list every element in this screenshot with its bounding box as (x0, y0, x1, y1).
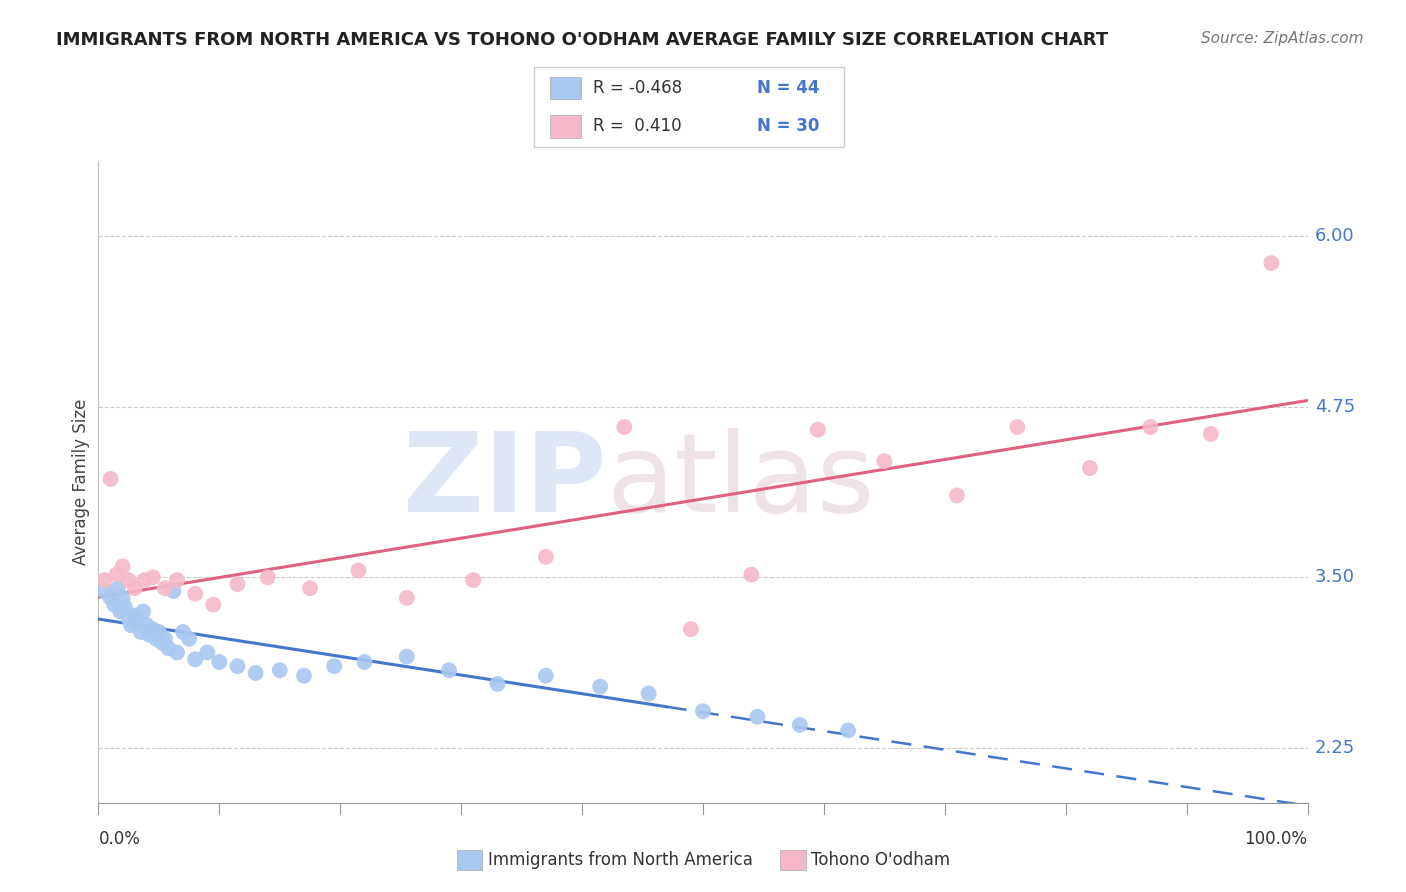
Point (134, 573, 156, 587)
Point (679, 622, 702, 636)
Point (437, 663, 460, 677)
Point (226, 659, 249, 673)
Text: 3.50: 3.50 (1315, 568, 1354, 586)
Text: N = 44: N = 44 (756, 78, 820, 96)
Point (1078, 461, 1101, 475)
Point (873, 454, 896, 468)
Text: 6.00: 6.00 (1315, 227, 1354, 244)
Point (395, 649, 418, 664)
Point (118, 611, 141, 625)
Bar (550, 77, 581, 99)
Point (1199, 426, 1222, 441)
Point (132, 605, 155, 619)
Point (152, 636, 174, 650)
Point (100, 472, 122, 486)
Text: 100.0%: 100.0% (1244, 830, 1308, 847)
Bar (550, 115, 581, 137)
Point (138, 628, 160, 642)
Point (195, 645, 218, 659)
Point (166, 645, 188, 659)
Point (347, 564, 370, 578)
Text: R =  0.410: R = 0.410 (593, 118, 682, 136)
Text: atlas: atlas (606, 428, 875, 535)
Point (114, 600, 136, 615)
Point (124, 608, 146, 623)
Text: IMMIGRANTS FROM NORTH AMERICA VS TOHONO O'ODHAM AVERAGE FAMILY SIZE CORRELATION : IMMIGRANTS FROM NORTH AMERICA VS TOHONO … (56, 31, 1108, 49)
Point (184, 652, 207, 666)
Point (142, 622, 165, 636)
Point (463, 573, 485, 587)
Point (395, 591, 418, 605)
Point (153, 581, 176, 595)
Point (153, 632, 176, 646)
Point (103, 598, 125, 612)
Point (129, 625, 152, 640)
Point (166, 573, 188, 587)
Point (292, 669, 315, 683)
Point (747, 709, 769, 723)
Point (589, 680, 612, 694)
Point (1007, 420, 1029, 434)
Text: 4.75: 4.75 (1315, 398, 1355, 416)
Point (807, 423, 830, 437)
Point (837, 723, 859, 738)
Point (637, 686, 659, 700)
Text: R = -0.468: R = -0.468 (593, 78, 682, 96)
Point (93, 584, 115, 599)
Point (789, 718, 811, 732)
Point (177, 632, 201, 646)
Text: 0.0%: 0.0% (98, 830, 141, 847)
Point (740, 567, 762, 582)
Point (534, 669, 557, 683)
Point (142, 570, 165, 584)
Text: Tohono O'odham: Tohono O'odham (811, 851, 950, 869)
Point (613, 420, 636, 434)
Point (157, 641, 180, 656)
Point (172, 625, 194, 640)
Point (202, 598, 225, 612)
Point (1260, 256, 1282, 270)
Text: N = 30: N = 30 (756, 118, 820, 136)
Point (323, 659, 346, 673)
Point (111, 559, 134, 574)
Point (124, 581, 146, 595)
Point (184, 587, 207, 601)
Point (120, 618, 142, 632)
Point (105, 567, 128, 582)
Text: ZIP: ZIP (404, 428, 606, 535)
Point (256, 570, 278, 584)
Point (145, 632, 167, 646)
Point (298, 581, 321, 595)
Point (1139, 420, 1161, 434)
Text: Source: ZipAtlas.com: Source: ZipAtlas.com (1201, 31, 1364, 46)
Point (692, 704, 714, 718)
Text: 2.25: 2.25 (1315, 739, 1355, 757)
Point (245, 665, 267, 680)
Point (135, 618, 157, 632)
Point (111, 591, 134, 605)
Point (93, 573, 115, 587)
Point (107, 581, 129, 595)
Point (148, 625, 170, 640)
Point (269, 663, 291, 677)
Point (162, 584, 184, 599)
Point (208, 655, 231, 669)
Point (127, 614, 149, 628)
Point (353, 655, 375, 669)
Y-axis label: Average Family Size: Average Family Size (72, 399, 90, 565)
Point (118, 573, 141, 587)
Point (486, 677, 509, 691)
Text: Immigrants from North America: Immigrants from North America (488, 851, 752, 869)
Point (100, 591, 122, 605)
Point (226, 577, 249, 591)
Point (946, 488, 969, 502)
Point (108, 605, 131, 619)
Point (534, 549, 557, 564)
